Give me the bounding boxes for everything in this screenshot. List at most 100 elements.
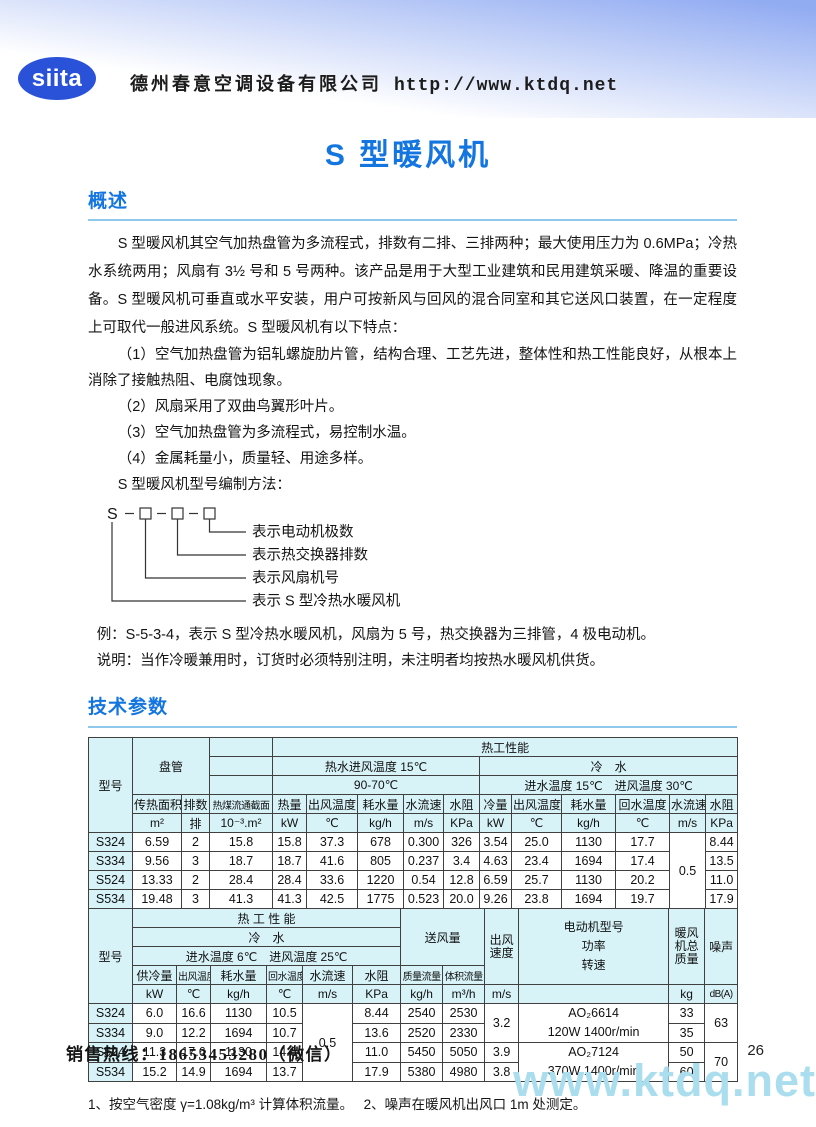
feature-item-3: （3）空气加热盘管为多流程式，易控制水温。 (117, 425, 416, 441)
cell: 17.7 (615, 832, 671, 852)
cell: 3.4 (443, 851, 481, 871)
unit-cell: m/s (484, 984, 520, 1004)
header-cell: 耗水量 (561, 794, 617, 814)
unit-cell: kW (479, 813, 513, 833)
cell: 13.5 (705, 851, 739, 871)
header-cell: 质量流量 (400, 965, 444, 985)
model-cell: S524 (88, 1042, 133, 1063)
cell: 326 (443, 832, 481, 852)
unit-cell: kg/h (561, 813, 617, 833)
header-cell: 冷 水 (479, 756, 739, 776)
unit-cell: 10⁻³.m² (209, 813, 274, 833)
cell: 2520 (400, 1022, 444, 1043)
cell: 42.5 (306, 889, 359, 909)
cell: 0.54 (403, 870, 445, 890)
cell: 18.7 (209, 851, 274, 871)
cell: 11.0 (351, 1042, 402, 1063)
cell: 17.4 (615, 851, 671, 871)
header-cell: 热水进风温度 15℃ (272, 756, 481, 776)
table-row: S534 15.2 14.9 1694 13.7 17.9 5380 4980 … (88, 1061, 738, 1082)
cell: 3 (180, 851, 211, 871)
header-cell: 水阻 (705, 794, 739, 814)
motor-header-line: 功率 (581, 939, 606, 953)
code-box-rows (171, 507, 184, 520)
cell: 1775 (357, 889, 405, 909)
header-cell: 冷量 (479, 794, 513, 814)
unit-cell: m/s (403, 813, 445, 833)
header-gradient-band (0, 0, 816, 118)
cell: 20.0 (443, 889, 481, 909)
cell: 3.8 (484, 1061, 520, 1082)
cell: 9.56 (132, 851, 182, 871)
cell: 19.7 (615, 889, 671, 909)
page-number: 26 (747, 1042, 764, 1059)
header-cell: 噪声 (704, 908, 739, 985)
cell: 15.8 (209, 832, 274, 852)
cell: 678 (357, 832, 405, 852)
code-prefix: S (107, 506, 118, 523)
cell: 23.8 (511, 889, 563, 909)
cell: 13.33 (132, 870, 182, 890)
table-row: S534 19.48 3 41.3 41.3 42.5 1775 0.523 2… (88, 889, 739, 909)
header-cell: 出风温度 (176, 965, 211, 985)
cell: 1694 (210, 1061, 267, 1082)
header-cell (209, 737, 274, 757)
unit-cell: ℃ (176, 984, 211, 1004)
table-row: 型号 热 工 性 能 送风量 出风速度 电动机型号 功率 转速 暖风机总质量 噪… (88, 908, 739, 1004)
cell: 70 (704, 1042, 739, 1082)
table-row: S524 11.3 17.6 1130 14.6 11.0 5450 5050 … (88, 1042, 739, 1082)
feature-item-1: （1）空气加热盘管为铝轧螺旋肋片管，结构合理、工艺先进，整体性和热工性能良好，从… (88, 347, 737, 389)
unit-cell: kg (668, 984, 706, 1004)
model-example: 例：S-5-3-4，表示 S 型冷热水暖风机，风扇为 5 号，热交换器为三排管，… (96, 627, 655, 643)
unit-cell (518, 984, 670, 1004)
header-cell: 型号 (88, 737, 133, 833)
document-body: 概述 S 型暖风机其空气加热盘管为多流程式，排数有二排、三排两种；最大使用压力为… (88, 186, 739, 1127)
cell: 15.2 (132, 1061, 177, 1082)
header-cell: 耗水量 (357, 794, 405, 814)
cell: 6.59 (479, 870, 513, 890)
unit-cell: kW (272, 813, 308, 833)
order-note: 说明：当作冷暖兼用时，订货时必须特别注明，未注明者均按热水暖风机供货。 (96, 653, 605, 669)
unit-cell: kg/h (400, 984, 444, 1004)
header-cell: 出风速度 (484, 908, 520, 985)
header-cell: 回水温度 (615, 794, 671, 814)
cell: 14.6 (266, 1042, 303, 1063)
cell: 4980 (442, 1061, 486, 1082)
unit-cell: ℃ (615, 813, 671, 833)
cell: 0.300 (403, 832, 445, 852)
merged-flow-cell: 0.5 (669, 832, 707, 909)
unit-cell: KPa (705, 813, 739, 833)
cell: 33.6 (306, 870, 359, 890)
header-cell: 型号 (88, 908, 133, 1004)
cell: 1130 (210, 1003, 267, 1024)
header-cell: 水流速 (403, 794, 445, 814)
cell: 10.7 (266, 1022, 303, 1043)
cell: 9.0 (132, 1022, 177, 1043)
unit-cell: ℃ (306, 813, 359, 833)
cell: 6.0 (132, 1003, 177, 1024)
model-cell: S524 (88, 870, 133, 890)
header-cell: 水流速 (669, 794, 707, 814)
cell: 10.5 (266, 1003, 303, 1024)
watermark: www.ktdq.net (513, 1055, 816, 1106)
cell: 15.8 (272, 832, 308, 852)
section-heading-specs: 技术参数 (88, 692, 737, 728)
model-cell: S534 (88, 1061, 133, 1082)
model-cell: S334 (88, 851, 133, 871)
cell: 4.63 (479, 851, 513, 871)
cell: 3.54 (479, 832, 513, 852)
cell: 19.48 (132, 889, 182, 909)
cell: 20.2 (615, 870, 671, 890)
motor-header-line: 电动机型号 (563, 920, 624, 934)
motor-power: 120W 1400r/min (547, 1025, 640, 1039)
cell: 3.2 (484, 1003, 520, 1043)
cell: 17.9 (705, 889, 739, 909)
code-label-type: 表示 S 型冷热水暖风机 (252, 593, 401, 610)
motor-cell: AO₂6614 120W 1400r/min (518, 1003, 670, 1043)
table-row: S524 13.33 2 28.4 28.4 33.6 1220 0.54 12… (88, 870, 739, 890)
header-cell (209, 756, 274, 776)
cell: 28.4 (272, 870, 308, 890)
header-cell: 水阻 (443, 794, 481, 814)
unit-cell: kW (132, 984, 177, 1004)
motor-power: 370W 1400r/min (547, 1064, 640, 1078)
